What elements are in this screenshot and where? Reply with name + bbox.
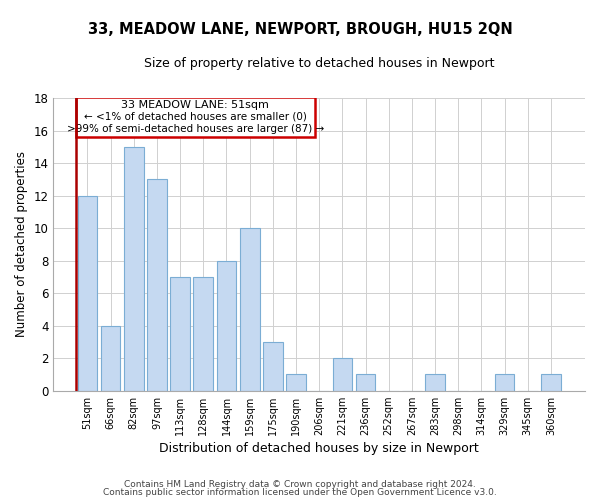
X-axis label: Distribution of detached houses by size in Newport: Distribution of detached houses by size …: [160, 442, 479, 455]
Bar: [240, 228, 260, 390]
Bar: [263, 342, 283, 390]
Bar: [495, 374, 514, 390]
Bar: [77, 196, 97, 390]
Text: 33, MEADOW LANE, NEWPORT, BROUGH, HU15 2QN: 33, MEADOW LANE, NEWPORT, BROUGH, HU15 2…: [88, 22, 512, 38]
Bar: [147, 180, 167, 390]
Bar: [217, 260, 236, 390]
Text: >99% of semi-detached houses are larger (87) →: >99% of semi-detached houses are larger …: [67, 124, 324, 134]
Bar: [332, 358, 352, 390]
Bar: [101, 326, 121, 390]
Bar: [193, 277, 213, 390]
Bar: [170, 277, 190, 390]
Bar: [286, 374, 306, 390]
Text: Contains HM Land Registry data © Crown copyright and database right 2024.: Contains HM Land Registry data © Crown c…: [124, 480, 476, 489]
FancyBboxPatch shape: [76, 97, 314, 137]
Y-axis label: Number of detached properties: Number of detached properties: [15, 152, 28, 338]
Text: ← <1% of detached houses are smaller (0): ← <1% of detached houses are smaller (0): [84, 112, 307, 122]
Text: 33 MEADOW LANE: 51sqm: 33 MEADOW LANE: 51sqm: [121, 100, 269, 110]
Text: Contains public sector information licensed under the Open Government Licence v3: Contains public sector information licen…: [103, 488, 497, 497]
Bar: [124, 147, 143, 390]
Bar: [356, 374, 376, 390]
Bar: [541, 374, 561, 390]
Bar: [425, 374, 445, 390]
Title: Size of property relative to detached houses in Newport: Size of property relative to detached ho…: [144, 58, 494, 70]
